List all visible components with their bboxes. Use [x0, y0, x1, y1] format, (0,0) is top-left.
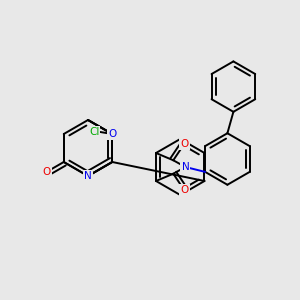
Text: N: N — [84, 171, 92, 181]
Text: N: N — [182, 162, 189, 172]
Text: O: O — [180, 185, 188, 195]
Text: O: O — [180, 139, 188, 149]
Text: O: O — [42, 167, 51, 177]
Text: O: O — [108, 129, 116, 139]
Text: Cl: Cl — [89, 127, 99, 137]
